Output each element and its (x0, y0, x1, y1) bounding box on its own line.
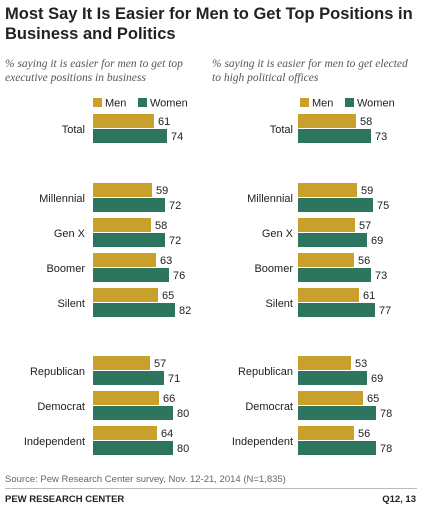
left-legend-swatch-men (93, 98, 102, 107)
left-value-label-women: 76 (173, 270, 185, 282)
left-bar-men (93, 426, 157, 440)
right-category-label: Republican (238, 366, 293, 378)
right-bar-men (298, 288, 359, 302)
source-note: Source: Pew Research Center survey, Nov.… (5, 474, 286, 485)
right-category-label: Millennial (247, 193, 293, 205)
right-bar-women (298, 303, 375, 317)
left-value-label-women: 80 (177, 443, 189, 455)
right-category-label: Independent (232, 436, 293, 448)
left-bar-women (93, 303, 175, 317)
right-legend-label-women: Women (357, 98, 395, 110)
right-category-label: Total (270, 124, 293, 136)
right-bar-men (298, 356, 351, 370)
right-bar-women (298, 268, 371, 282)
right-bar-men (298, 218, 355, 232)
right-bar-women (298, 129, 371, 143)
left-value-label-women: 74 (171, 131, 183, 143)
left-value-label-men: 61 (158, 116, 170, 128)
right-value-label-women: 73 (375, 270, 387, 282)
left-value-label-men: 57 (154, 358, 166, 370)
right-category-label: Boomer (254, 263, 293, 275)
right-value-label-men: 59 (361, 185, 373, 197)
right-value-label-men: 57 (359, 220, 371, 232)
left-category-label: Gen X (54, 228, 86, 240)
left-panel-subtitle: % saying it is easier for men to get top… (5, 58, 183, 84)
left-category-label: Boomer (46, 263, 85, 275)
right-value-label-women: 78 (380, 408, 392, 420)
right-bar-women (298, 441, 376, 455)
left-bar-men (93, 391, 159, 405)
left-bar-men (93, 218, 151, 232)
left-bar-men (93, 253, 156, 267)
right-value-label-women: 73 (375, 131, 387, 143)
left-bar-women (93, 129, 167, 143)
right-value-label-men: 58 (360, 116, 372, 128)
right-value-label-men: 56 (358, 255, 370, 267)
right-bar-women (298, 371, 367, 385)
right-bar-men (298, 253, 354, 267)
right-category-label: Democrat (245, 401, 293, 413)
right-bar-men (298, 426, 354, 440)
left-bar-women (93, 233, 165, 247)
right-bar-women (298, 233, 367, 247)
right-value-label-women: 78 (380, 443, 392, 455)
left-bar-women (93, 371, 164, 385)
left-value-label-women: 82 (179, 305, 191, 317)
left-category-label: Total (62, 124, 85, 136)
left-value-label-men: 63 (160, 255, 172, 267)
left-bar-men (93, 356, 150, 370)
right-bar-men (298, 391, 363, 405)
left-value-label-men: 64 (161, 428, 173, 440)
left-bar-women (93, 441, 173, 455)
left-bar-men (93, 114, 154, 128)
left-legend-label-women: Women (150, 98, 188, 110)
footer-divider (5, 488, 417, 489)
left-legend-swatch-women (138, 98, 147, 107)
left-category-label: Republican (30, 366, 85, 378)
left-bar-women (93, 268, 169, 282)
right-bar-men (298, 183, 357, 197)
left-bar-women (93, 198, 165, 212)
left-bar-men (93, 288, 158, 302)
left-category-label: Millennial (39, 193, 85, 205)
right-panel-subtitle: % saying it is easier for men to get ele… (212, 58, 408, 84)
right-value-label-men: 56 (358, 428, 370, 440)
right-value-label-women: 69 (371, 373, 383, 385)
right-value-label-women: 75 (377, 200, 389, 212)
left-value-label-men: 66 (163, 393, 175, 405)
left-bar-women (93, 406, 173, 420)
right-value-label-men: 61 (363, 290, 375, 302)
right-value-label-men: 65 (367, 393, 379, 405)
left-category-label: Independent (24, 436, 85, 448)
right-category-label: Silent (265, 298, 293, 310)
right-value-label-women: 69 (371, 235, 383, 247)
right-bar-women (298, 406, 376, 420)
left-bar-men (93, 183, 152, 197)
left-value-label-women: 80 (177, 408, 189, 420)
right-value-label-women: 77 (379, 305, 391, 317)
left-category-label: Democrat (37, 401, 85, 413)
left-value-label-women: 72 (169, 235, 181, 247)
footer-question-codes: Q12, 13 (382, 494, 416, 505)
left-category-label: Silent (57, 298, 85, 310)
left-legend-label-men: Men (105, 98, 126, 110)
left-value-label-men: 59 (156, 185, 168, 197)
right-category-label: Gen X (262, 228, 294, 240)
chart-title: Most Say It Is Easier for Men to Get Top… (5, 5, 413, 43)
right-legend-swatch-men (300, 98, 309, 107)
left-value-label-women: 71 (168, 373, 180, 385)
right-bar-men (298, 114, 356, 128)
right-legend-label-men: Men (312, 98, 333, 110)
footer-organization: PEW RESEARCH CENTER (5, 494, 125, 505)
left-value-label-women: 72 (169, 200, 181, 212)
left-value-label-men: 65 (162, 290, 174, 302)
right-legend-swatch-women (345, 98, 354, 107)
left-value-label-men: 58 (155, 220, 167, 232)
right-bar-women (298, 198, 373, 212)
right-value-label-men: 53 (355, 358, 367, 370)
